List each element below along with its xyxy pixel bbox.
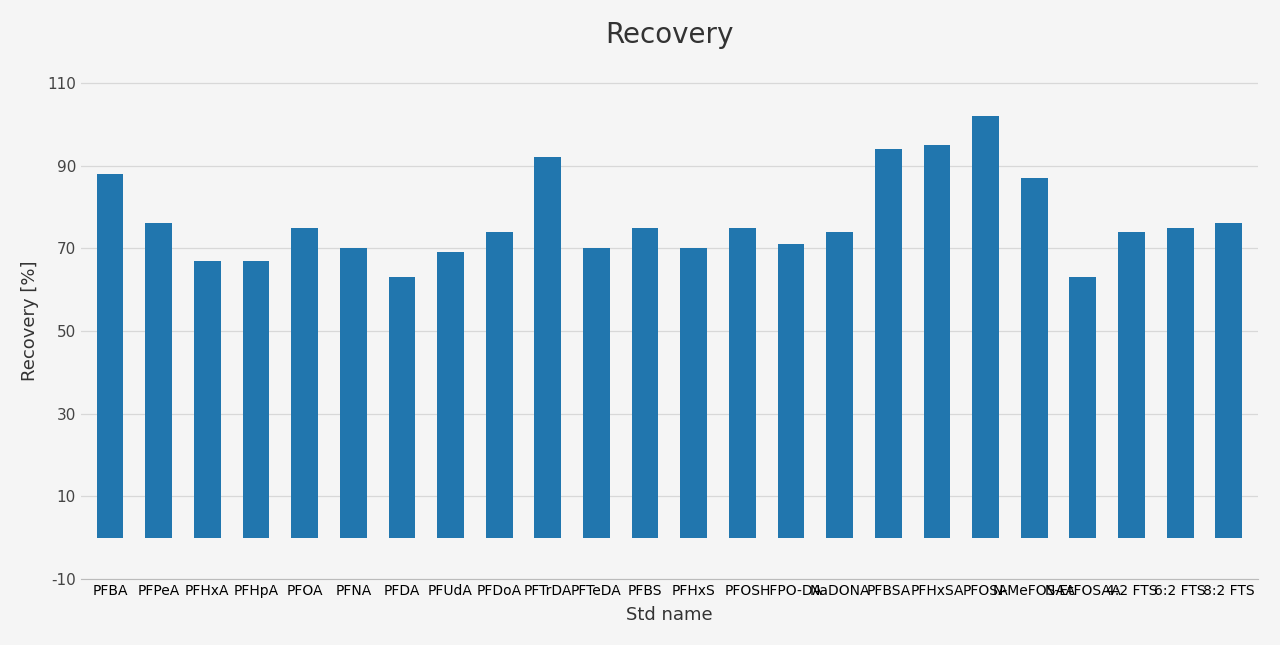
Bar: [486, 232, 512, 538]
Bar: [681, 248, 707, 538]
Bar: [924, 145, 950, 538]
Bar: [97, 174, 123, 538]
Y-axis label: Recovery [%]: Recovery [%]: [20, 261, 38, 381]
Bar: [730, 228, 755, 538]
Bar: [292, 228, 317, 538]
Bar: [1167, 228, 1193, 538]
Bar: [1216, 223, 1242, 538]
Bar: [1070, 277, 1096, 538]
Bar: [876, 149, 901, 538]
Bar: [535, 157, 561, 538]
Bar: [827, 232, 852, 538]
Bar: [195, 261, 220, 538]
Bar: [438, 252, 463, 538]
Title: Recovery: Recovery: [605, 21, 733, 49]
Bar: [146, 223, 172, 538]
Bar: [1119, 232, 1144, 538]
Bar: [973, 116, 998, 538]
Bar: [632, 228, 658, 538]
Bar: [340, 248, 366, 538]
Bar: [778, 244, 804, 538]
Bar: [1021, 178, 1047, 538]
X-axis label: Std name: Std name: [626, 606, 713, 624]
Bar: [389, 277, 415, 538]
Bar: [584, 248, 609, 538]
Bar: [243, 261, 269, 538]
